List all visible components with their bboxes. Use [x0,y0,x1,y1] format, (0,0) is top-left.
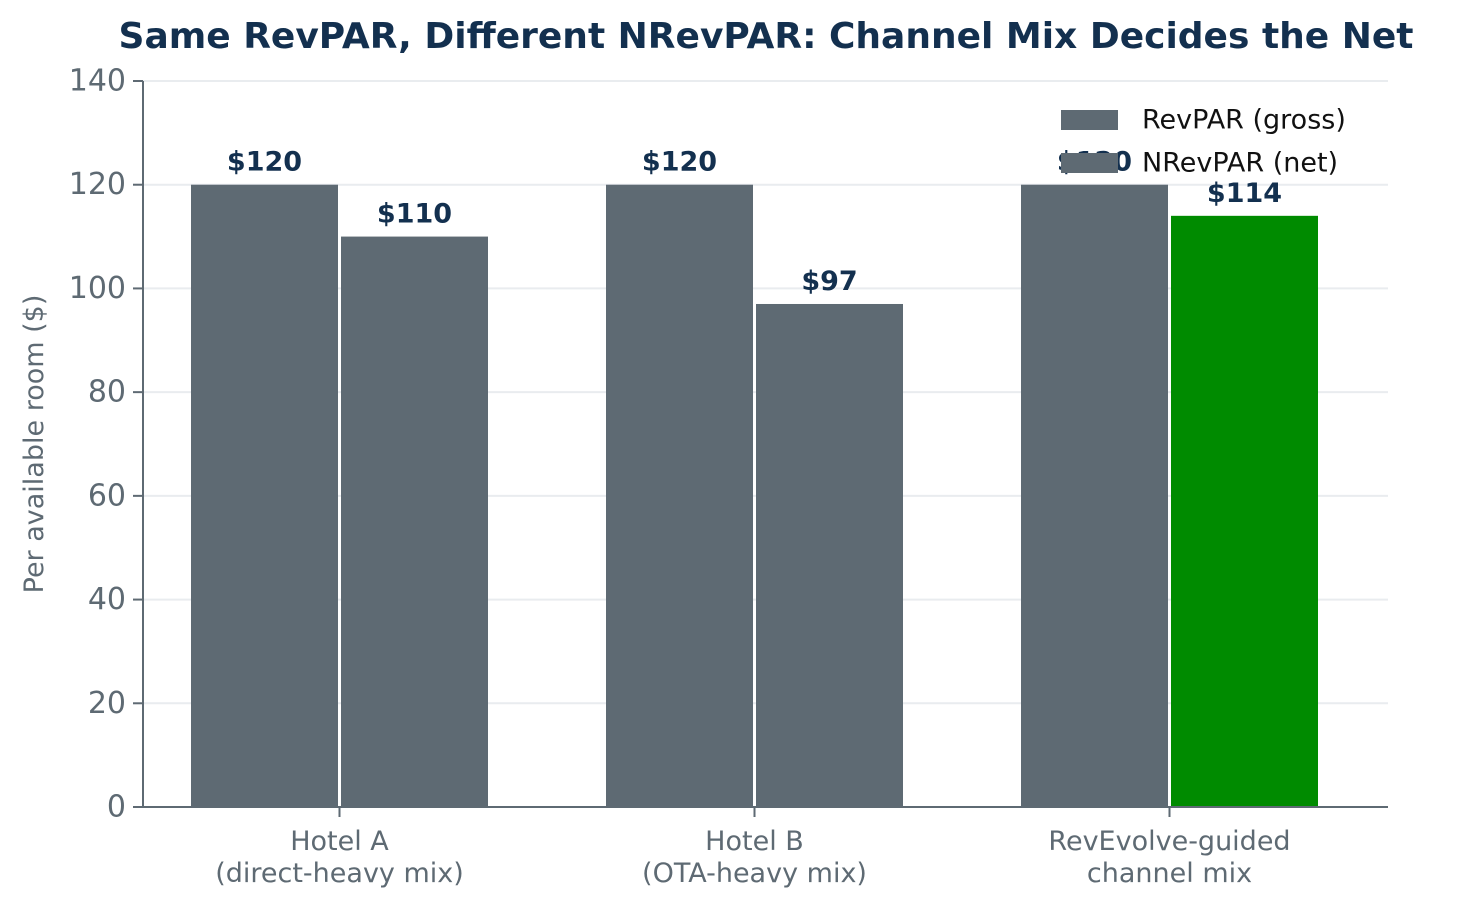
y-tick-label: 140 [69,64,126,99]
y-tick-label: 80 [88,375,126,410]
bar-value-label: $120 [227,147,302,178]
y-axis-label: Per available room ($) [19,295,50,594]
x-tick-label: Hotel A [290,826,389,857]
x-tick-label: RevEvolve-guided [1048,826,1290,857]
x-tick-label: (direct-heavy mix) [215,858,464,889]
y-tick-label: 60 [88,478,126,513]
y-tick-label: 20 [88,686,126,721]
bar-value-label: $97 [801,266,857,297]
y-tick-label: 0 [107,790,126,825]
bar [756,303,903,807]
bar-value-label: $110 [377,199,452,230]
bar [606,184,753,807]
y-tick-label: 100 [69,271,126,306]
y-tick-label: 120 [69,167,126,202]
y-tick-label: 40 [88,582,126,617]
x-tick-label: (OTA-heavy mix) [642,858,867,889]
legend-label: NRevPAR (net) [1142,148,1338,179]
bar [1021,184,1168,807]
bar [341,236,488,808]
bar-value-label: $114 [1207,178,1282,209]
x-tick-label: Hotel B [705,826,804,857]
bar [1171,215,1318,808]
legend: RevPAR (gross) NRevPAR (net) [1061,105,1346,179]
bar-value-label: $120 [642,147,717,178]
bars-layer [191,184,1318,808]
legend-label: RevPAR (gross) [1142,105,1346,136]
legend-swatch [1061,110,1118,130]
x-tick-label: channel mix [1087,858,1252,889]
chart-title: Same RevPAR, Different NRevPAR: Channel … [119,16,1414,57]
bar [191,184,338,807]
legend-swatch [1061,153,1118,173]
axes-layer: 0 20 40 60 80 100 120 140 Hotel A(direct-heavy m… [69,64,1388,889]
